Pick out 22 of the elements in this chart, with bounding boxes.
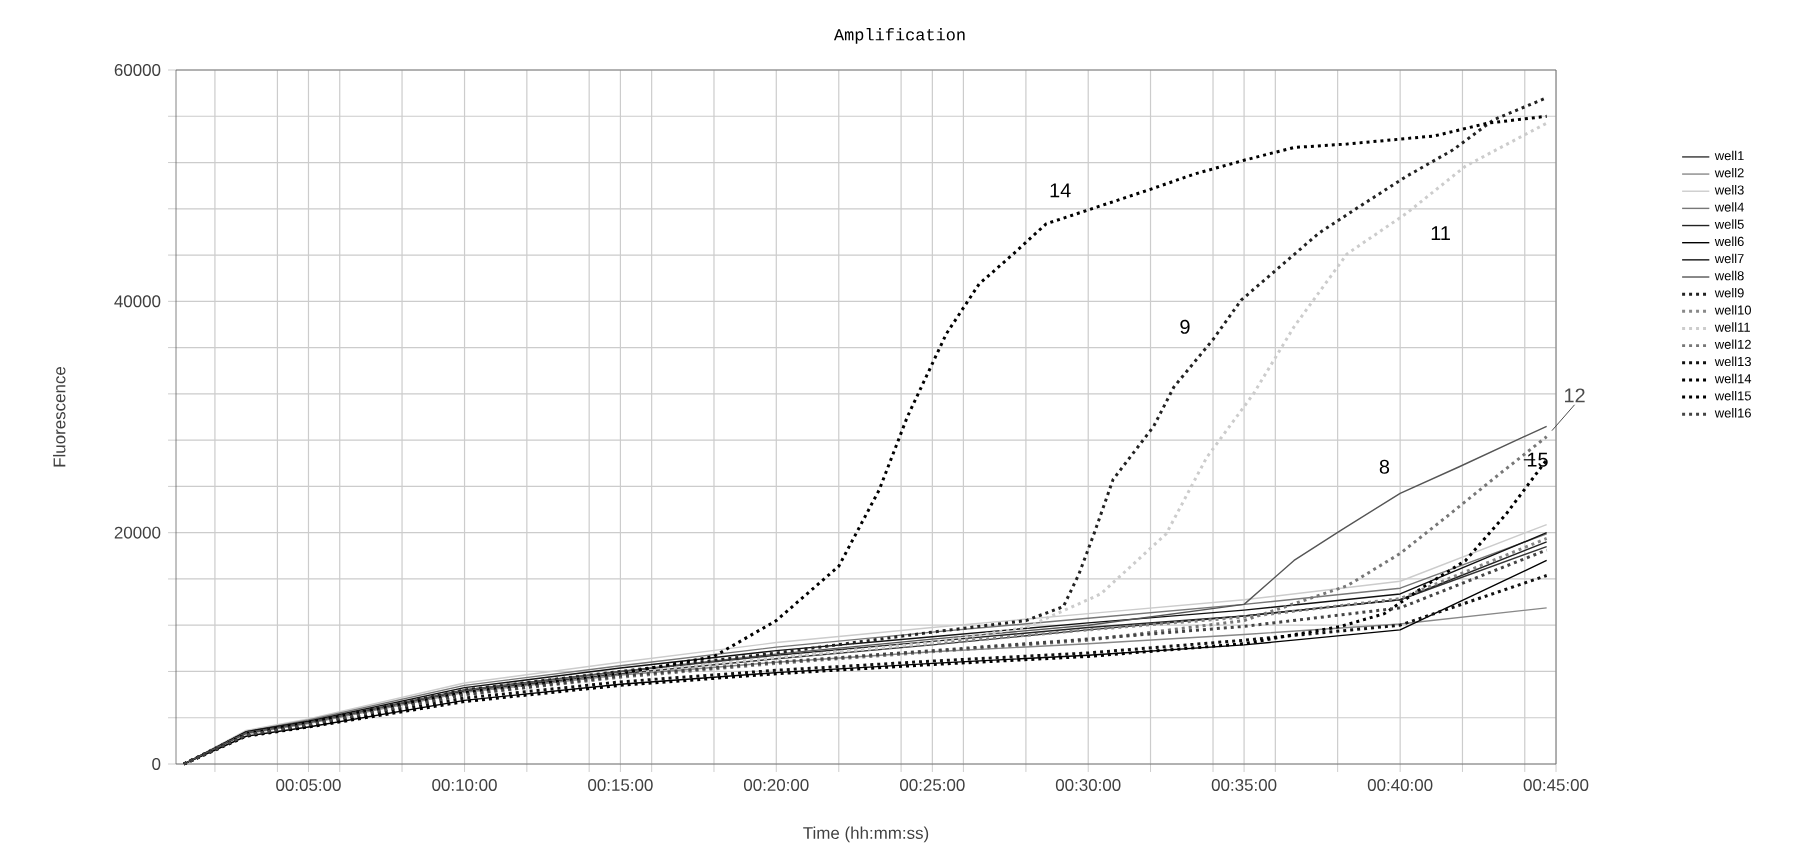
y-tick-label: 0 <box>152 758 161 770</box>
annotation: 9 <box>1180 319 1190 334</box>
x-tick-label: 00:40:00 <box>1367 779 1433 791</box>
annotation: 15 <box>1527 452 1548 467</box>
annotation: 11 <box>1431 226 1450 240</box>
x-tick-label: 00:25:00 <box>900 779 965 791</box>
y-tick-label: 40000 <box>114 295 161 308</box>
annotation: 14 <box>1050 183 1071 198</box>
x-tick-label: 00:35:00 <box>1211 779 1277 791</box>
chart-title: Amplification <box>833 28 965 44</box>
y-tick-label: 60000 <box>114 64 161 76</box>
x-tick-label: 00:20:00 <box>743 779 809 791</box>
x-axis-title: Time (hh:mm:ss) <box>803 826 929 843</box>
x-tick-label: 00:10:00 <box>432 779 497 791</box>
x-tick-label: 00:15:00 <box>588 779 653 791</box>
y-axis-title: Fluorescence <box>53 366 66 467</box>
y-tick-label: 20000 <box>114 526 161 539</box>
x-tick-label: 00:45:00 <box>1523 779 1589 791</box>
annotation: 8 <box>1379 459 1390 474</box>
annotation: 12 <box>1565 388 1585 403</box>
x-tick-label: 00:30:00 <box>1055 779 1121 791</box>
x-tick-label: 00:05:00 <box>276 779 341 791</box>
